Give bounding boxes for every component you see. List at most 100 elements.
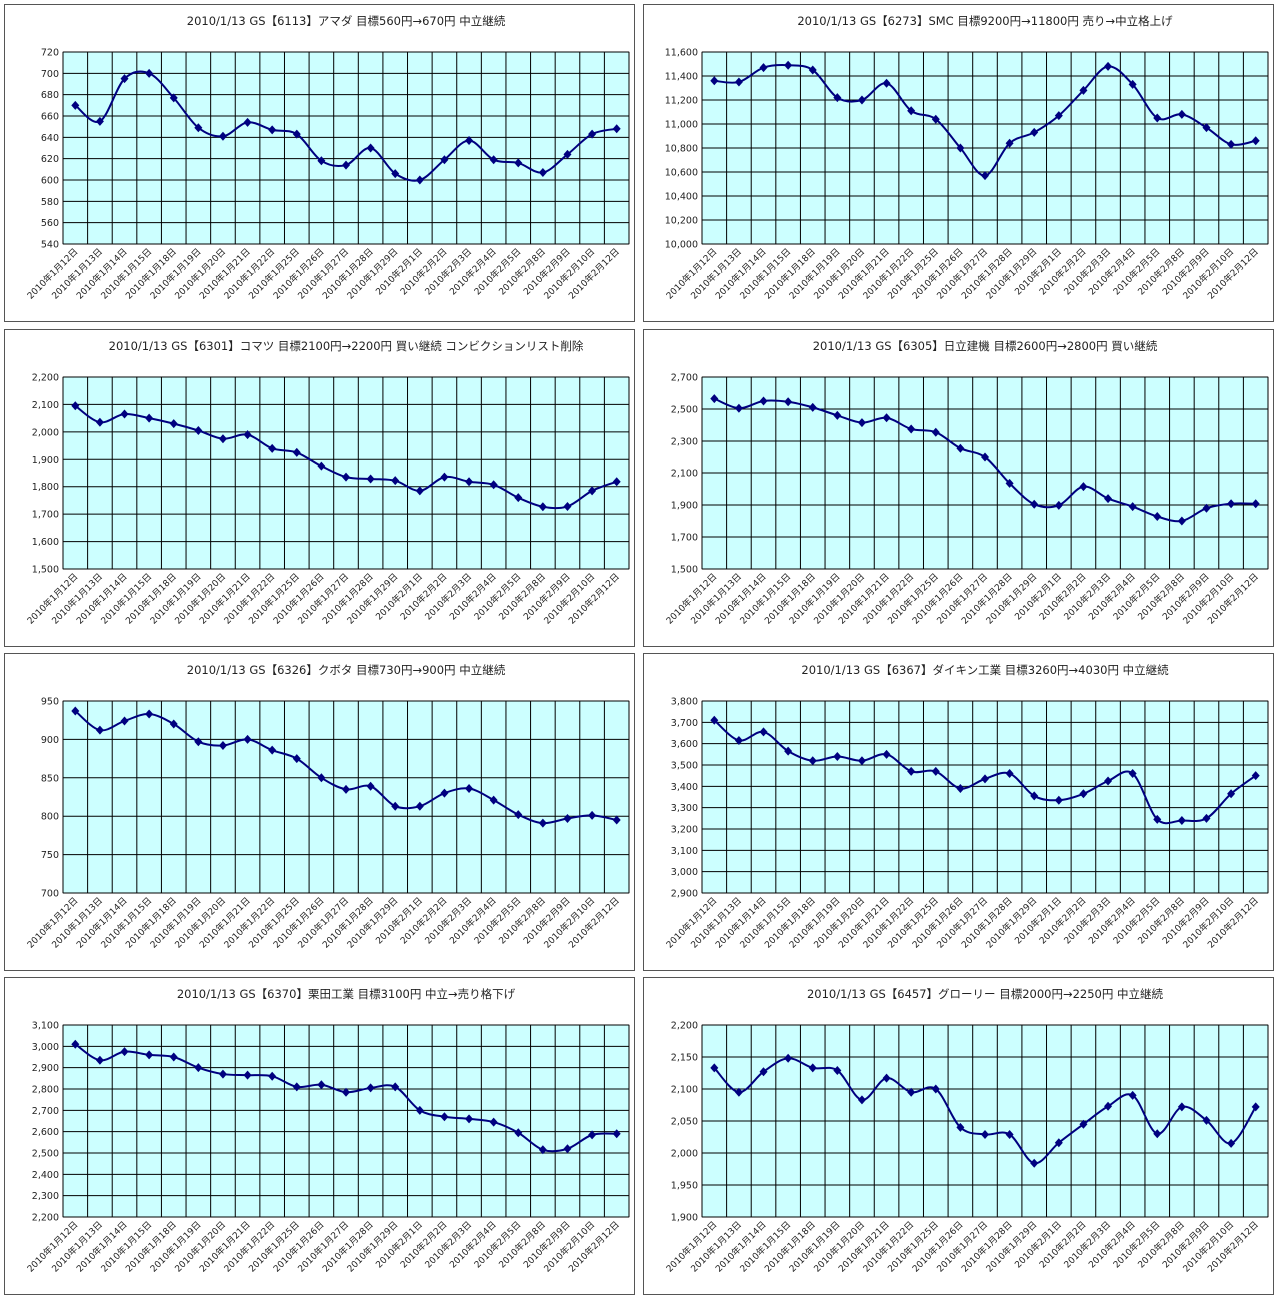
data-point-marker: [1005, 478, 1014, 488]
data-point-marker: [1177, 109, 1186, 119]
y-tick-label: 10,000: [665, 240, 698, 251]
data-point-marker: [612, 1129, 621, 1139]
y-tick-label: 2,300: [671, 437, 698, 448]
y-tick-label: 540: [41, 240, 59, 251]
data-point-marker: [391, 476, 400, 486]
data-point-marker: [907, 766, 916, 776]
data-point-marker: [710, 76, 719, 86]
y-tick-label: 1,700: [671, 533, 698, 544]
data-point-marker: [1005, 769, 1014, 779]
line-chart: 2010/1/13 GS【6113】アマダ 目標560円→670円 中立継続 54…: [24, 14, 630, 302]
data-point-marker: [194, 123, 203, 133]
data-point-marker: [808, 1063, 817, 1073]
data-point-marker: [1104, 776, 1113, 786]
data-point-marker: [710, 394, 719, 404]
y-tick-label: 700: [41, 69, 59, 80]
y-tick-label: 1,800: [32, 482, 59, 493]
data-point-marker: [292, 129, 301, 139]
data-point-marker: [808, 402, 817, 412]
data-point-marker: [612, 124, 621, 134]
data-point-marker: [808, 756, 817, 766]
data-point-marker: [1079, 482, 1088, 492]
data-point-marker: [292, 1082, 301, 1092]
data-point-marker: [784, 746, 793, 756]
data-point-marker: [145, 709, 154, 719]
y-tick-label: 2,400: [32, 1170, 59, 1181]
data-point-marker: [1030, 127, 1039, 137]
line-chart: 2010/1/13 GS【6326】クボタ 目標730円→900円 中立継続 70…: [24, 663, 630, 951]
data-point-marker: [440, 472, 449, 482]
data-point-marker: [95, 417, 104, 427]
data-point-marker: [857, 756, 866, 766]
data-point-marker: [391, 1082, 400, 1092]
data-point-marker: [1128, 1090, 1137, 1100]
y-tick-label: 11,000: [665, 120, 698, 131]
y-tick-label: 900: [41, 735, 59, 746]
y-tick-label: 850: [41, 773, 59, 784]
data-point-marker: [145, 413, 154, 423]
y-tick-label: 2,900: [32, 1063, 59, 1074]
data-point-marker: [465, 136, 474, 146]
data-point-marker: [1251, 136, 1260, 146]
data-point-marker: [907, 424, 916, 434]
chart-title: 2010/1/13 GS【6305】日立建機 目標2600円→2800円 買い継…: [813, 339, 1158, 353]
data-point-marker: [169, 1052, 178, 1062]
data-point-marker: [808, 65, 817, 75]
data-point-marker: [1104, 494, 1113, 504]
y-tick-label: 2,500: [671, 405, 698, 416]
data-point-marker: [931, 766, 940, 776]
data-point-marker: [514, 158, 523, 168]
data-point-marker: [465, 477, 474, 487]
data-point-marker: [1005, 1129, 1014, 1139]
data-point-marker: [1079, 789, 1088, 799]
data-point-marker: [514, 493, 523, 503]
plot-area: [62, 1024, 630, 1218]
data-point-marker: [882, 413, 891, 423]
chart-panel-6113: 2010/1/13 GS【6113】アマダ 目標560円→670円 中立継続 54…: [4, 4, 635, 322]
chart-title: 2010/1/13 GS【6273】SMC 目標9200円→11800円 売り→…: [797, 14, 1173, 28]
data-point-marker: [1079, 85, 1088, 95]
data-point-marker: [243, 117, 252, 127]
data-point-marker: [514, 1128, 523, 1138]
line-chart: 2010/1/13 GS【6273】SMC 目標9200円→11800円 売り→…: [663, 14, 1269, 302]
y-tick-label: 2,100: [671, 469, 698, 480]
data-point-marker: [981, 774, 989, 784]
plot-area: [62, 51, 630, 245]
data-point-marker: [218, 741, 227, 751]
data-point-marker: [489, 155, 498, 165]
data-point-marker: [415, 175, 424, 185]
y-tick-label: 660: [41, 112, 59, 123]
data-point-marker: [931, 1084, 940, 1094]
data-point-marker: [907, 1087, 916, 1097]
data-point-marker: [857, 95, 866, 105]
data-point-marker: [563, 149, 572, 159]
data-point-marker: [194, 737, 203, 747]
data-point-marker: [268, 745, 277, 755]
y-tick-label: 10,600: [665, 168, 698, 179]
data-point-marker: [268, 1071, 277, 1081]
data-point-marker: [1005, 138, 1014, 148]
chart-panel-6370: 2010/1/13 GS【6370】栗田工業 目標3100円 中立→売り格下げ 2…: [4, 977, 635, 1295]
data-point-marker: [1202, 813, 1211, 823]
data-point-marker: [514, 810, 523, 820]
data-point-marker: [415, 801, 424, 811]
y-tick-label: 640: [41, 133, 59, 144]
data-point-marker: [391, 801, 400, 811]
data-point-marker: [1153, 1129, 1162, 1139]
y-tick-label: 1,950: [671, 1181, 698, 1192]
y-tick-label: 2,300: [32, 1191, 59, 1202]
data-point-marker: [538, 1145, 547, 1155]
data-point-marker: [317, 461, 326, 471]
y-tick-label: 11,600: [665, 48, 698, 59]
data-point-marker: [612, 477, 621, 487]
data-point-marker: [1251, 499, 1260, 509]
data-point-marker: [440, 1112, 449, 1122]
data-point-marker: [612, 815, 621, 825]
data-point-marker: [563, 1144, 572, 1154]
data-point-marker: [145, 1050, 154, 1060]
y-tick-label: 620: [41, 154, 59, 165]
data-point-marker: [882, 78, 891, 88]
y-tick-label: 3,700: [671, 718, 698, 729]
data-point-marker: [169, 93, 178, 103]
data-point-marker: [931, 114, 940, 124]
